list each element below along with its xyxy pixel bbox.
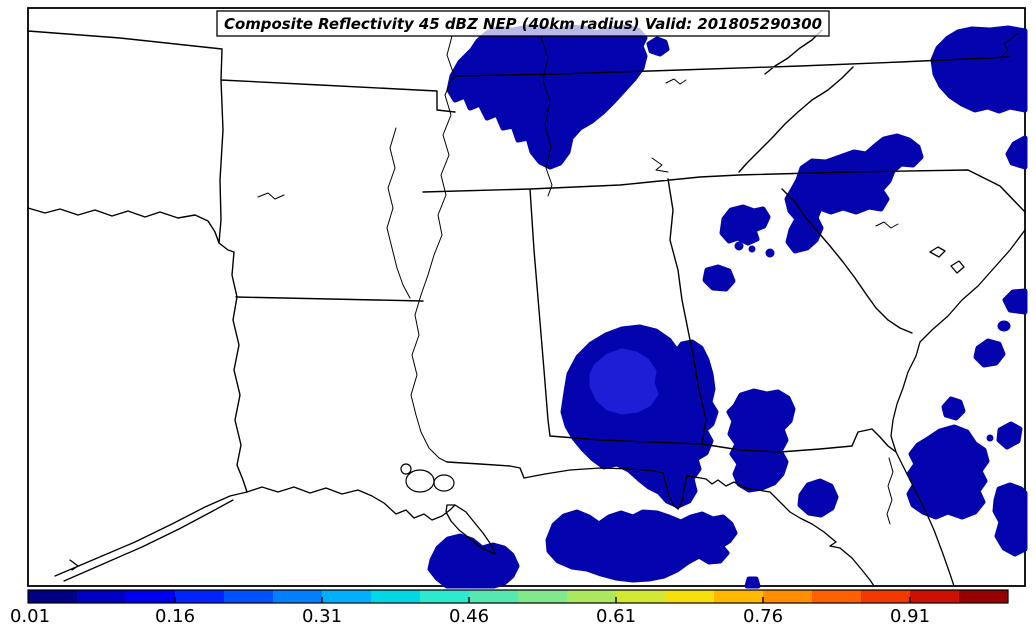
nep-region-small-dot (646, 36, 670, 57)
nep-dot (986, 434, 994, 442)
nep-region-georgia-main (784, 133, 924, 254)
nep-region-panhandle (726, 388, 796, 493)
nep-mid-regions (589, 348, 659, 415)
tick-label: 0.61 (596, 606, 636, 627)
colorbar-segment (714, 590, 763, 603)
nep-region-atlantic-2 (941, 396, 966, 421)
nep-region-atlantic-3 (996, 421, 1023, 450)
title-box-background (217, 11, 829, 36)
tick-label: 0.31 (302, 606, 342, 627)
colorbar-segment (910, 590, 959, 603)
colorbar-frame (27, 589, 1009, 604)
colorbar-segment (469, 590, 518, 603)
lake-pontchartrain (405, 469, 435, 493)
nep-region-florida-se-big (906, 424, 990, 520)
state-borders (27, 29, 1026, 493)
lake-borgne (433, 474, 455, 492)
colorbar-segment (616, 590, 665, 603)
colorbar-segment (224, 590, 273, 603)
nep-dot (734, 241, 744, 251)
nep-region-georgia-west (719, 204, 771, 246)
nep-dot (765, 248, 775, 258)
nep-dot (748, 245, 756, 253)
colorbar-ticks (174, 597, 911, 603)
nep-dot (997, 320, 1011, 332)
colorbar-segment (518, 590, 567, 603)
nep-region-delta (427, 533, 520, 589)
colorbar-segment (812, 590, 861, 603)
tick-label: 0.91 (890, 606, 930, 627)
colorbar-segment (959, 590, 1008, 603)
coastline (54, 229, 1026, 587)
colorbar-tick-labels: 0.01 0.16 0.31 0.46 0.61 0.76 0.91 (10, 606, 930, 627)
nep-region-georgia-sw (702, 264, 736, 292)
nep-region-florida-coast-round (797, 478, 839, 518)
colorbar-segment (126, 590, 175, 603)
tick-label: 0.01 (10, 606, 50, 627)
title-box-border (216, 10, 830, 37)
colorbar-segment (861, 590, 910, 603)
colorbar-segment (175, 590, 224, 603)
title-box: Composite Reflectivity 45 dBZ NEP (40km … (216, 10, 830, 37)
nep-region-bottom-right-edge (992, 482, 1028, 557)
tick-label: 0.46 (449, 606, 489, 627)
colorbar-segment (273, 590, 322, 603)
rivers (257, 32, 1019, 525)
colorbar-segment (77, 590, 126, 603)
nep-region-atlantic-1 (973, 338, 1006, 368)
nep-region-right-edge-2 (1002, 288, 1028, 315)
nep-region-gulf-center (545, 509, 738, 583)
nep-region-tiny-bottom (744, 576, 761, 589)
colorbar-segment (665, 590, 714, 603)
nep-region-alabama-core (589, 348, 659, 415)
colorbar-segment (763, 590, 812, 603)
lake-maurepas (400, 463, 412, 475)
nep-region-right-edge-1 (1005, 135, 1028, 170)
colorbar-segment (28, 590, 77, 603)
colorbar: 0.01 0.16 0.31 0.46 0.61 0.76 0.91 (10, 589, 1009, 627)
map-title: Composite Reflectivity 45 dBZ NEP (40km … (224, 15, 822, 33)
tick-label: 0.76 (743, 606, 783, 627)
colorbar-segment (567, 590, 616, 603)
colorbar-segment (322, 590, 371, 603)
colorbar-segment (420, 590, 469, 603)
lakes (400, 463, 455, 493)
nep-region-northeast-corner (930, 25, 1028, 114)
tick-label: 0.16 (155, 606, 195, 627)
colorbar-segment (371, 590, 420, 603)
